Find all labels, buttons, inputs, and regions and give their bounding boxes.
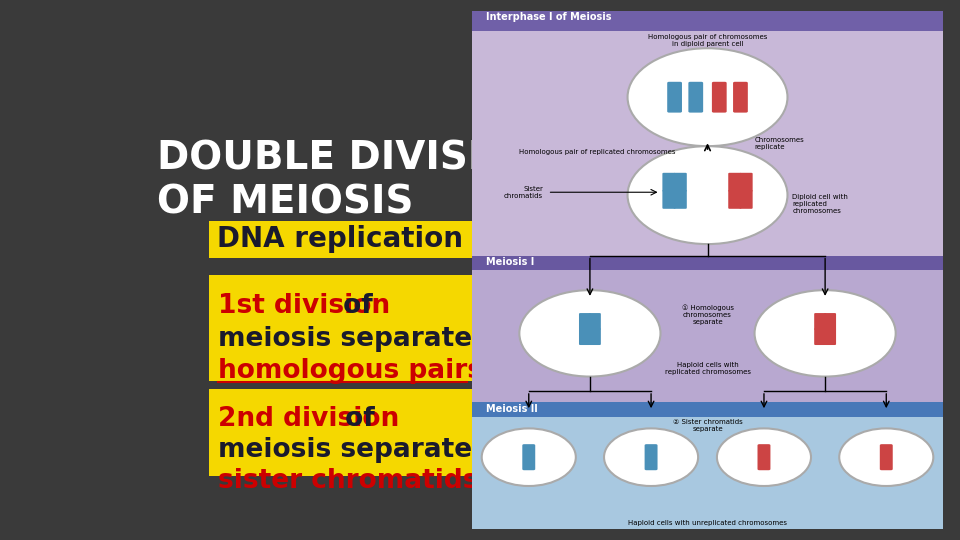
Circle shape <box>519 290 660 376</box>
Text: DNA replication: DNA replication <box>217 225 463 253</box>
FancyBboxPatch shape <box>209 275 477 381</box>
FancyBboxPatch shape <box>688 82 703 113</box>
Circle shape <box>482 428 576 486</box>
FancyBboxPatch shape <box>662 173 676 192</box>
Text: Homologous pair of replicated chromosomes: Homologous pair of replicated chromosome… <box>519 149 676 155</box>
Circle shape <box>839 428 933 486</box>
FancyBboxPatch shape <box>729 190 741 209</box>
FancyBboxPatch shape <box>733 82 748 113</box>
FancyBboxPatch shape <box>472 255 943 270</box>
FancyBboxPatch shape <box>522 444 536 470</box>
Circle shape <box>717 428 811 486</box>
FancyBboxPatch shape <box>824 328 836 345</box>
FancyBboxPatch shape <box>879 444 893 470</box>
FancyBboxPatch shape <box>674 190 686 209</box>
FancyBboxPatch shape <box>757 444 771 470</box>
Text: Interphase I of Meiosis: Interphase I of Meiosis <box>487 12 612 22</box>
Text: homologous pairs: homologous pairs <box>218 359 483 384</box>
FancyBboxPatch shape <box>209 221 477 258</box>
Text: meiosis separates: meiosis separates <box>218 326 488 352</box>
Circle shape <box>587 327 593 331</box>
FancyBboxPatch shape <box>472 11 943 255</box>
FancyBboxPatch shape <box>712 82 727 113</box>
FancyBboxPatch shape <box>472 11 943 31</box>
Text: Meiosis I: Meiosis I <box>487 257 535 267</box>
FancyBboxPatch shape <box>739 173 753 192</box>
Text: of: of <box>333 294 372 320</box>
Text: Diploid cell with
replicated
chromosomes: Diploid cell with replicated chromosomes <box>792 194 848 214</box>
Circle shape <box>736 188 744 193</box>
Circle shape <box>755 290 896 376</box>
Text: Haploid cells with unreplicated chromosomes: Haploid cells with unreplicated chromoso… <box>628 521 787 526</box>
FancyBboxPatch shape <box>739 190 753 209</box>
FancyBboxPatch shape <box>472 255 943 402</box>
FancyBboxPatch shape <box>824 313 836 330</box>
FancyBboxPatch shape <box>729 173 741 192</box>
FancyBboxPatch shape <box>579 313 591 330</box>
Circle shape <box>671 188 679 193</box>
FancyBboxPatch shape <box>209 389 477 476</box>
Text: ② Sister chromatids
separate: ② Sister chromatids separate <box>673 419 742 432</box>
Text: ① Homologous
chromosomes
separate: ① Homologous chromosomes separate <box>682 305 733 325</box>
Text: Meiosis II: Meiosis II <box>487 404 539 414</box>
Circle shape <box>604 428 698 486</box>
Text: Sister
chromatids: Sister chromatids <box>504 186 543 199</box>
FancyBboxPatch shape <box>644 444 658 470</box>
Text: Homologous pair of chromosomes
in diploid parent cell: Homologous pair of chromosomes in diploi… <box>648 34 767 47</box>
FancyBboxPatch shape <box>814 313 827 330</box>
Text: DOUBLE DIVISION
OF MEIOSIS: DOUBLE DIVISION OF MEIOSIS <box>157 140 548 221</box>
FancyBboxPatch shape <box>662 190 676 209</box>
FancyBboxPatch shape <box>588 313 601 330</box>
Text: of: of <box>336 406 374 432</box>
FancyBboxPatch shape <box>579 328 591 345</box>
FancyBboxPatch shape <box>814 328 827 345</box>
Text: Haploid cells with
replicated chromosomes: Haploid cells with replicated chromosome… <box>664 362 751 375</box>
Circle shape <box>822 327 828 331</box>
FancyBboxPatch shape <box>588 328 601 345</box>
Circle shape <box>628 146 787 244</box>
FancyBboxPatch shape <box>674 173 686 192</box>
Text: sister chromatids: sister chromatids <box>218 468 479 494</box>
Text: 1st division: 1st division <box>218 294 391 320</box>
Text: 2nd division: 2nd division <box>218 406 399 432</box>
FancyBboxPatch shape <box>472 402 943 529</box>
FancyBboxPatch shape <box>667 82 682 113</box>
Circle shape <box>628 48 787 146</box>
Text: meiosis separates: meiosis separates <box>218 437 488 463</box>
FancyBboxPatch shape <box>472 402 943 417</box>
Text: Chromosomes
replicate: Chromosomes replicate <box>755 137 804 150</box>
